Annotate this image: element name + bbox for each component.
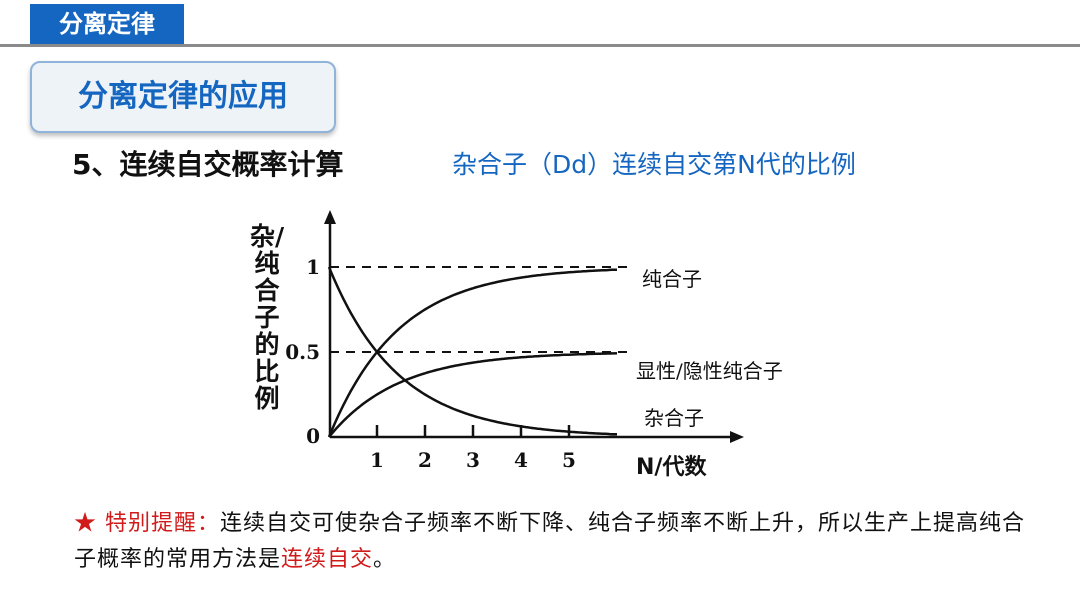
x-tick-label: 5 — [562, 448, 576, 472]
series-label: 显性/隐性纯合子 — [636, 359, 783, 383]
x-tick-label: 3 — [466, 448, 480, 472]
reminder-highlight: 连续自交 — [281, 547, 374, 572]
y-tick-label: 1 — [306, 255, 320, 279]
reminder-label: 特别提醒： — [105, 511, 221, 536]
y-tick-label: 0 — [306, 424, 320, 448]
y-tick-label: 0.5 — [285, 340, 320, 364]
chart-y-label: 杂/纯合子的比例 — [250, 222, 285, 413]
series-label: 杂合子 — [644, 406, 704, 430]
header-divider — [0, 44, 1080, 47]
chart-curves — [327, 266, 618, 438]
curve-dominant-recessive-homozygote — [328, 352, 618, 438]
star-icon: ★ — [74, 511, 98, 536]
section-heading: 5、连续自交概率计算 — [72, 148, 344, 181]
x-axis-arrow — [730, 431, 744, 443]
reminder-text: 连续自交可使杂合子频率不断下降、纯合子频率不断上升，所以生产上提高纯合子概率的常… — [74, 511, 1026, 572]
slide-title: 分离定律的应用 — [30, 61, 336, 133]
reminder-note: ★ 特别提醒：连续自交可使杂合子频率不断下降、纯合子频率不断上升，所以生产上提高… — [74, 506, 1034, 578]
section-tab: 分离定律 — [30, 4, 184, 44]
reminder-end: 。 — [373, 547, 397, 572]
curve-heterozygote — [327, 266, 617, 436]
chart-reference-lines — [330, 266, 627, 353]
y-axis-arrow — [324, 210, 336, 224]
x-axis-label: N/代数 — [636, 454, 707, 480]
chart-caption: 杂合子（Dd）连续自交第N代的比例 — [452, 150, 856, 179]
x-tick-label: 4 — [514, 448, 528, 472]
x-tick-label: 2 — [418, 448, 432, 472]
series-label: 纯合子 — [642, 267, 702, 291]
x-tick-label: 1 — [370, 448, 384, 472]
chart-axes — [324, 210, 744, 443]
